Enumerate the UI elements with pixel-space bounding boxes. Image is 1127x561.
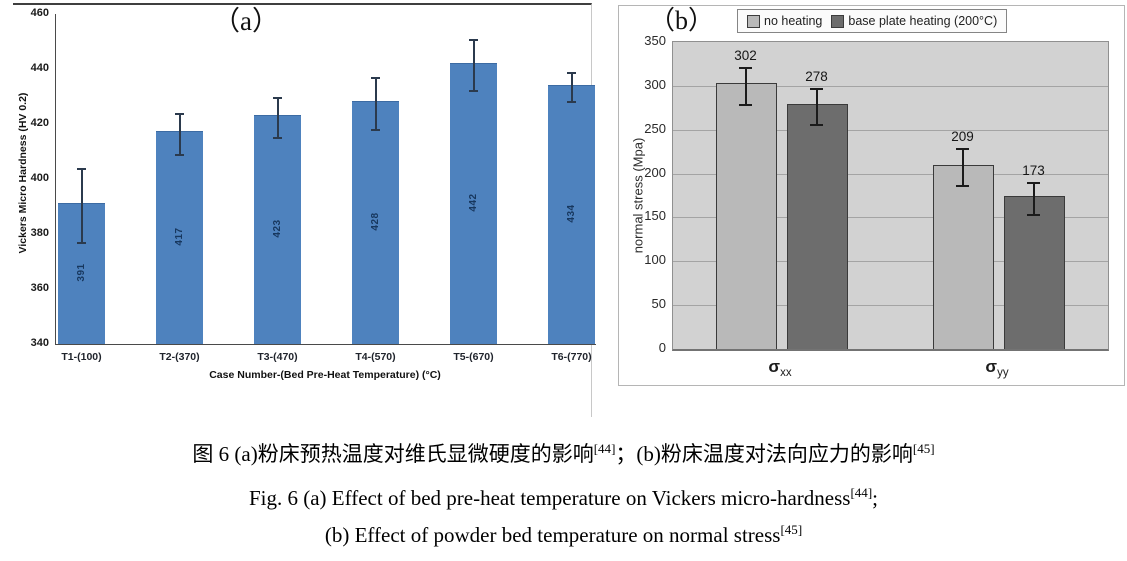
- caption-english-line1: Fig. 6 (a) Effect of bed pre-heat temper…: [0, 485, 1127, 511]
- bar-value-label: 423: [272, 219, 283, 238]
- caption-en2-ref-45: [45]: [780, 522, 803, 537]
- legend: no heating base plate heating (200°C): [737, 9, 1008, 33]
- stress-bar: [1004, 196, 1065, 349]
- bar-value-label: 442: [468, 193, 479, 212]
- stress-bar: [933, 164, 994, 349]
- hardness-bar: 428: [352, 101, 399, 344]
- bar-value-label: 391: [76, 263, 87, 282]
- panel-b-ytick: 350: [644, 33, 666, 48]
- bar-value-label: 173: [1022, 163, 1045, 179]
- panel-a: （a） Vickers Micro Hardness (HV 0.2) 391 T…: [13, 3, 596, 417]
- panel-a-category-label: T5-(670): [453, 351, 494, 363]
- panel-a-category-label: T2-(370): [159, 351, 200, 363]
- panel-a-label: （a）: [213, 6, 279, 36]
- caption-en2-text: (b) Effect of powder bed temperature on …: [324, 523, 781, 547]
- panel-b-ytick: 200: [644, 164, 666, 180]
- error-bar: [175, 113, 184, 156]
- panel-a-plot: 391 T1-(100) 417 T2-(370) 423 T3-(470) 428 T4-(…: [55, 14, 596, 363]
- error-bar: [1027, 182, 1040, 217]
- panel-b-ytick: 50: [651, 296, 666, 312]
- caption-en1-text: Fig. 6 (a) Effect of bed pre-heat temper…: [248, 486, 851, 510]
- panel-a-category-label: T6-(770): [551, 351, 592, 363]
- caption-cn-part2: ；(b)粉床温度对法向应力的影响: [615, 442, 913, 466]
- bar-value-label: 434: [566, 204, 577, 223]
- stress-bar: [787, 104, 848, 349]
- panel-a-ytick: 440: [30, 62, 49, 74]
- panel-a-ytick: 460: [30, 7, 49, 19]
- legend-label: no heating: [764, 14, 823, 28]
- caption-cn-ref-44: [44]: [593, 441, 616, 456]
- panel-a-ytick: 380: [30, 227, 49, 239]
- panel-a-category-label: T4-(570): [355, 351, 396, 363]
- bar-value-label: 302: [734, 47, 757, 63]
- error-bar: [469, 38, 478, 93]
- panel-a-ytick: 340: [30, 337, 49, 349]
- panel-b-ytick: 250: [644, 120, 666, 136]
- panel-b-y-axis-label: normal stress (Mpa): [630, 137, 646, 254]
- panel-b-category-label: σyy: [952, 357, 1042, 379]
- legend-swatch: [831, 14, 845, 28]
- sigma-subscript: yy: [997, 367, 1009, 380]
- legend-item: base plate heating (200°C): [831, 14, 997, 28]
- panel-b-ytick: 100: [644, 252, 666, 268]
- error-bar: [77, 168, 86, 244]
- hardness-bar: 423: [254, 114, 301, 344]
- legend-item: no heating: [747, 14, 822, 28]
- gridline: [673, 129, 1108, 131]
- panel-b-category-label: σxx: [735, 357, 825, 379]
- panel-b-ytick: 300: [644, 76, 666, 92]
- panel-a-x-axis-label: Case Number-(Bed Pre-Heat Temperature) (…: [209, 369, 441, 381]
- hardness-bar: 417: [156, 131, 203, 344]
- panel-b-label: （b）: [649, 6, 715, 35]
- gridline: [673, 217, 1108, 219]
- panel-a-category-label: T3-(470): [257, 351, 298, 363]
- sigma-subscript: xx: [780, 367, 792, 380]
- panel-b-ytick: 0: [658, 340, 666, 355]
- error-bar: [567, 71, 576, 104]
- bar-value-label: 209: [951, 129, 974, 145]
- legend-swatch: [747, 14, 760, 28]
- gridline: [673, 173, 1108, 175]
- bar-value-label: 417: [174, 227, 185, 246]
- caption-cn-part1: 图 6 (a)粉床预热温度对维氏显微硬度的影响: [192, 442, 594, 466]
- sigma-symbol: σ: [768, 357, 781, 376]
- hardness-bar: 434: [548, 84, 595, 344]
- sigma-symbol: σ: [985, 357, 998, 376]
- caption-chinese: 图 6 (a)粉床预热温度对维氏显微硬度的影响[44]；(b)粉床温度对法向应力…: [0, 438, 1127, 468]
- caption-en1-ref-44: [44]: [850, 485, 873, 500]
- bar-value-label: 428: [370, 212, 381, 231]
- panel-a-ytick: 360: [30, 282, 49, 294]
- panel-a-category-label: T1-(100): [61, 351, 102, 363]
- stress-bar: [716, 83, 777, 349]
- gridline: [673, 305, 1108, 307]
- panel-b-ytick: 150: [644, 208, 666, 224]
- error-bar: [273, 96, 282, 139]
- error-bar: [371, 77, 380, 131]
- error-bar: [956, 148, 969, 188]
- legend-label: base plate heating (200°C): [848, 14, 998, 28]
- caption-en1-tail: ;: [872, 486, 878, 510]
- panel-b: （b） no heating base plate heating (200°C)…: [618, 5, 1125, 386]
- hardness-bar: 442: [450, 62, 497, 344]
- gridline: [673, 85, 1108, 87]
- error-bar: [739, 66, 752, 106]
- bar-value-label: 278: [805, 69, 828, 85]
- caption-cn-ref-45: [45]: [912, 441, 935, 456]
- gridline: [673, 261, 1108, 263]
- error-bar: [810, 88, 823, 126]
- panel-a-ytick: 400: [30, 172, 49, 184]
- caption-english-line2: (b) Effect of powder bed temperature on …: [0, 522, 1127, 548]
- panel-a-ytick: 420: [30, 117, 49, 129]
- panel-b-plot: 302 278 209 173: [672, 41, 1109, 351]
